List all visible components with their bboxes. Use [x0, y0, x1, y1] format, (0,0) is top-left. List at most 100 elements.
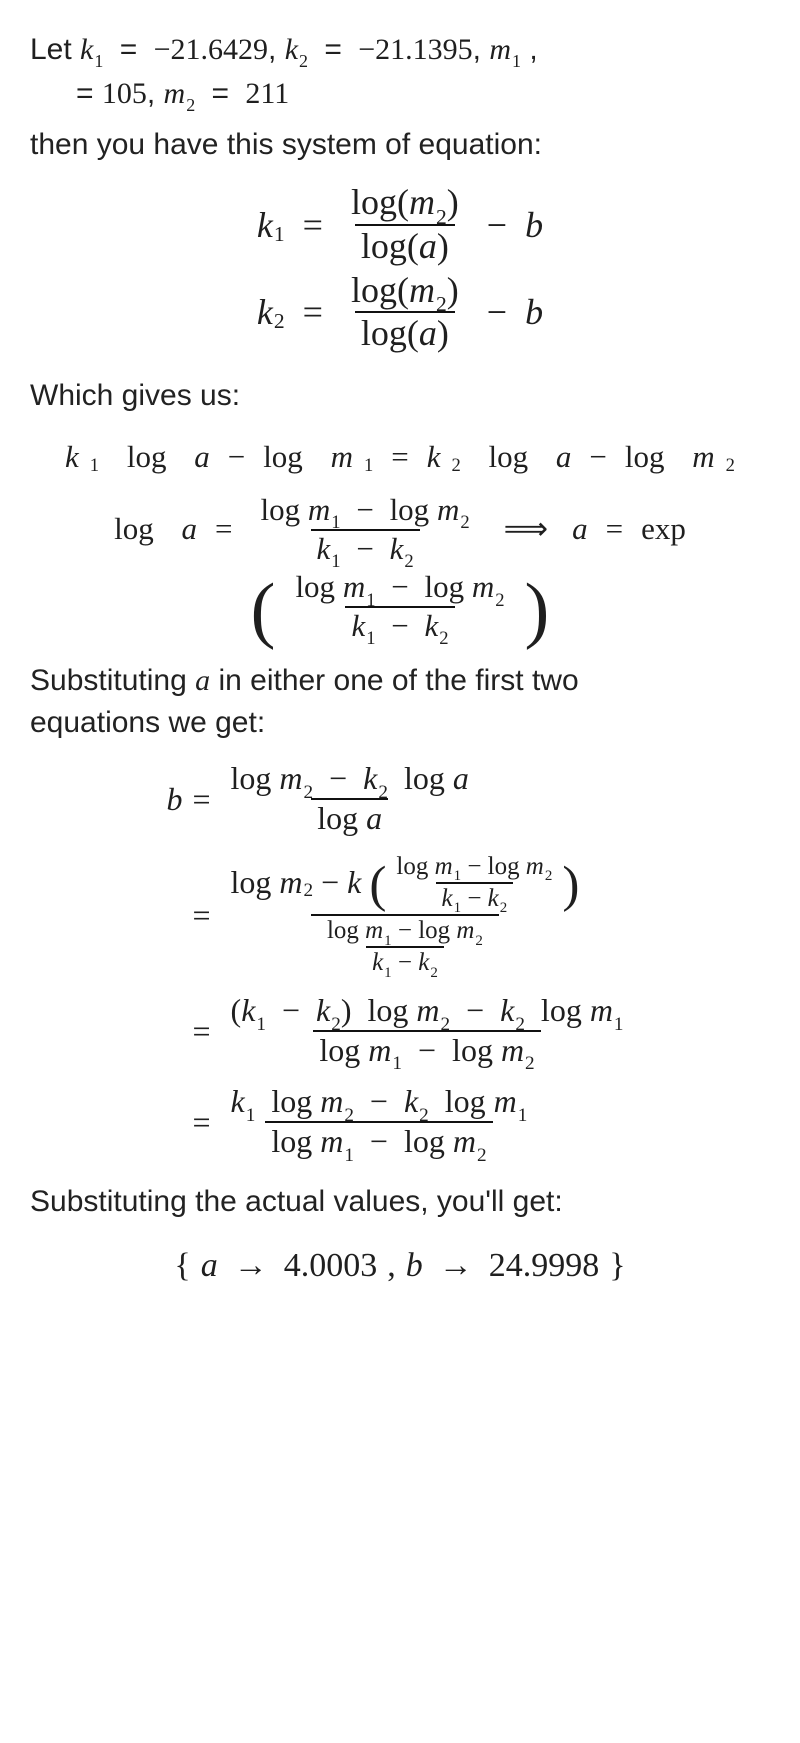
derive-line-3: ( log m1 − log m2 k1 − k2 ) [30, 571, 770, 642]
minus: − [370, 1083, 388, 1119]
m: m [472, 569, 494, 604]
derive-line-2: log a = log m1 − log m2 k1 − k2 ⟹ a = ex… [30, 494, 770, 565]
a-inline: a [195, 664, 210, 697]
m: m [320, 1123, 343, 1159]
sub: 2 [545, 868, 552, 884]
mapsto: → [439, 1241, 473, 1290]
sub: 1 [384, 933, 391, 949]
rparen: ) [562, 867, 579, 903]
k: k [351, 608, 365, 643]
sub: 1 [454, 900, 461, 916]
minus: − [282, 992, 300, 1028]
derive-block: k1 log a − log m1 = k2 log a − log m2 lo… [30, 435, 770, 642]
a: a [572, 507, 588, 552]
log: log [445, 1083, 486, 1119]
log: log [404, 760, 445, 796]
log: log [541, 992, 582, 1028]
k: k [347, 866, 361, 900]
minus: − [589, 435, 606, 480]
eq: = [192, 776, 210, 822]
sub: 1 [331, 551, 340, 572]
eq: = [120, 33, 138, 66]
sub: 2 [419, 1105, 429, 1126]
system-eq-2: k2 = log(m2) log(a) − b [30, 272, 770, 354]
log: log [625, 435, 665, 480]
log: log [114, 507, 154, 552]
val-k1: −21.6429 [154, 33, 268, 66]
sub: 2 [436, 292, 447, 316]
comma: , [473, 33, 490, 66]
sub: 2 [726, 453, 735, 480]
frac-b1: log m2 − k2 log a log a [225, 762, 475, 835]
k: k [442, 885, 453, 912]
lbrace: { [174, 1241, 190, 1290]
subst-a-text: Substituting a in either one of the firs… [30, 660, 770, 744]
frac-b2: log m2 − k ( log m1 − log m2 k1 − k [225, 854, 586, 977]
a: a [201, 1241, 218, 1290]
eq: = [212, 77, 230, 110]
m: m [590, 992, 613, 1028]
m: m [320, 1083, 343, 1119]
sub-1b: 1 [512, 51, 521, 71]
k: k [316, 992, 330, 1028]
b-align: b = log m2 − k2 log a log a = log m2 [30, 762, 770, 1158]
sub: 2 [378, 782, 388, 803]
sub: 1 [366, 628, 375, 649]
frac-logm2-loga: log(m2) log(a) [345, 184, 465, 266]
result-row: { a → 4.0003, b → 24.9998 } [30, 1241, 770, 1290]
m: m [494, 1083, 517, 1119]
log: log [351, 270, 397, 310]
mapsto: → [234, 1241, 268, 1290]
log: log [271, 1083, 312, 1119]
let-line-1: Let k1 = −21.6429, k2 = −21.1395, m1 , [30, 28, 770, 72]
b-step-4: k1 log m2 − k2 log m1 log m1 − log m2 [221, 1085, 634, 1158]
a: a [419, 313, 437, 353]
m: m [409, 270, 435, 310]
k: k [418, 949, 429, 976]
sub: 2 [304, 881, 314, 901]
comma: , [268, 33, 285, 66]
m: m [409, 182, 435, 222]
log: log [390, 492, 430, 527]
minus: − [467, 885, 481, 912]
minus: − [329, 760, 347, 796]
sub-1: 1 [94, 51, 103, 71]
minus: − [487, 199, 507, 251]
sym-k1: k [80, 33, 93, 66]
sub: 1 [256, 1014, 266, 1035]
k: k [372, 949, 383, 976]
sub: 2 [452, 453, 461, 480]
m: m [416, 992, 439, 1028]
minus: − [391, 608, 408, 643]
m: m [368, 1032, 391, 1068]
sub: 2 [515, 1014, 525, 1035]
log: log [367, 992, 408, 1028]
m: m [279, 866, 302, 900]
subst-values-text: Substituting the actual values, you'll g… [30, 1181, 770, 1223]
minus: − [466, 992, 484, 1028]
result-block: { a → 4.0003, b → 24.9998 } [30, 1241, 770, 1290]
log: log [424, 569, 464, 604]
rbrace: } [609, 1241, 625, 1290]
m: m [453, 1123, 476, 1159]
log: log [271, 1123, 312, 1159]
log: log [231, 866, 272, 900]
b: b [166, 781, 182, 817]
sub: 1 [454, 868, 461, 884]
k: k [257, 286, 273, 338]
minus: − [398, 917, 412, 944]
m: m [308, 492, 330, 527]
a: a [556, 435, 572, 480]
frac-inner: log m1 − log m2 k1 − k2 [390, 854, 558, 912]
log: log [418, 917, 450, 944]
eq: = [303, 286, 323, 338]
m: m [526, 853, 544, 880]
minus: − [370, 1123, 388, 1159]
k: k [390, 531, 404, 566]
sub: 2 [304, 782, 314, 803]
k: k [363, 760, 377, 796]
eq: = [192, 1099, 210, 1145]
eq: = [303, 199, 323, 251]
log: log [488, 853, 520, 880]
minus: − [398, 949, 412, 976]
